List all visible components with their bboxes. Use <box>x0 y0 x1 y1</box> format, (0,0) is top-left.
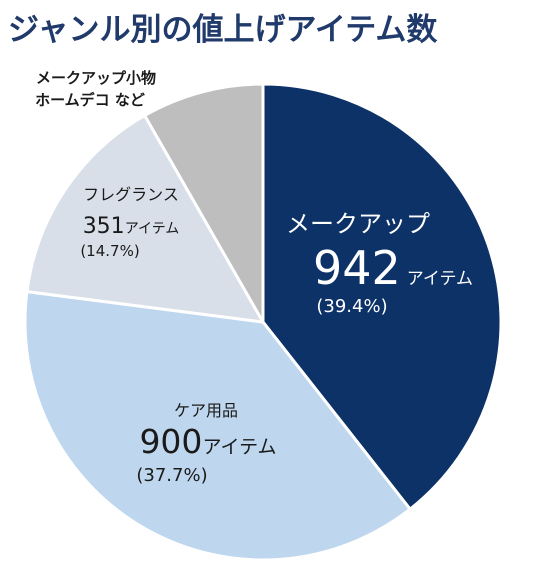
data-label-care-value: 900 <box>139 422 202 461</box>
percent-label-care-text: (37.7%) <box>136 465 207 486</box>
percent-label-makeup-text: (39.4%) <box>316 296 387 317</box>
slice-label-fragrance: フレグランス <box>83 185 179 204</box>
data-label-fragrance-value: 351 <box>83 214 125 239</box>
pie-slice-makeup <box>261 82 503 511</box>
percent-label-makeup: (39.4%) <box>316 296 387 317</box>
pie-slices <box>23 82 503 562</box>
data-label-care-unit: アイテム <box>202 436 276 458</box>
pie-slice-other <box>143 82 265 324</box>
slice-label-makeup: メークアップ <box>286 210 430 238</box>
data-label-fragrance-unit: アイテム <box>125 221 180 237</box>
slice-label-makeup-name: メークアップ <box>286 210 430 238</box>
slice-label-other-line1: メークアップ小物 <box>36 69 156 87</box>
chart-title: ジャンル別の値上げアイテム数 <box>8 12 438 48</box>
slice-label-fragrance-name: フレグランス <box>83 185 179 204</box>
data-label-care: 900アイテム <box>139 422 276 461</box>
percent-label-fragrance-text: (14.7%) <box>80 242 139 260</box>
slice-label-other-line2-text: ホームデコ など <box>35 91 145 109</box>
slice-label-other-line1-text: メークアップ小物 <box>36 69 156 87</box>
slice-label-care: ケア用品 <box>174 401 238 420</box>
slice-label-other-line2: ホームデコ など <box>35 91 145 109</box>
data-label-makeup-value: 942 <box>313 241 401 295</box>
data-label-makeup-unit: アイテム <box>407 269 473 289</box>
pie-slice-care <box>23 290 412 562</box>
percent-label-fragrance: (14.7%) <box>80 242 139 260</box>
data-label-fragrance: 351アイテム <box>83 214 180 239</box>
slice-label-care-name: ケア用品 <box>174 401 238 420</box>
pie-slice-fragrance <box>25 114 265 324</box>
percent-label-care: (37.7%) <box>136 465 207 486</box>
data-label-makeup: 942 アイテム <box>313 241 473 295</box>
